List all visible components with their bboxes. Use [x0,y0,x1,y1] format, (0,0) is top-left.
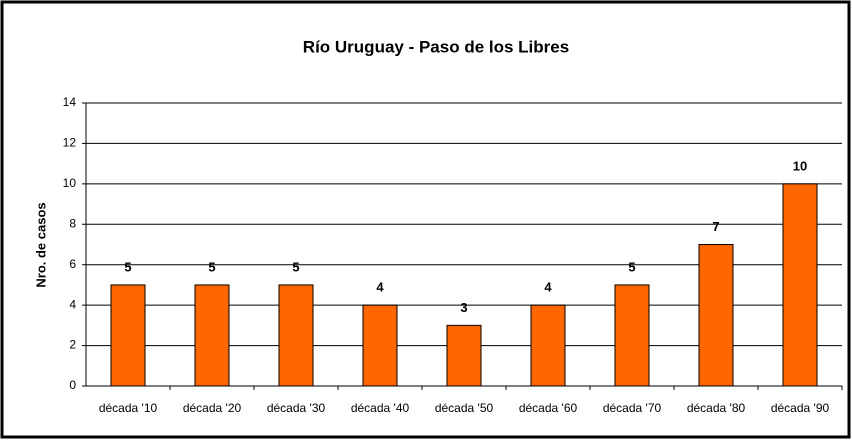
y-tick-label: 14 [63,95,77,109]
x-tick-label: década '60 [519,401,578,415]
x-tick-label: década '80 [687,401,746,415]
x-tick-label: década '40 [351,401,410,415]
y-tick-label: 0 [69,378,76,392]
x-tick-label: década '90 [771,401,830,415]
bar [614,284,650,387]
y-tick-label: 12 [63,136,77,150]
x-tick-label: década '10 [99,401,158,415]
data-label: 5 [628,259,635,274]
bar [698,244,734,387]
chart-title: Río Uruguay - Paso de los Libres [303,37,569,56]
data-label: 4 [376,280,384,295]
data-label: 5 [124,259,131,274]
y-tick-label: 8 [69,216,76,230]
y-tick-label: 10 [63,176,77,190]
bar [530,304,566,387]
bar [362,304,398,387]
bar [110,284,146,387]
bar [278,284,314,387]
y-axis-label: Nro. de casos [33,202,48,287]
data-label: 3 [460,300,467,315]
data-label: 4 [544,280,552,295]
x-tick-label: década '70 [603,401,662,415]
x-tick-label: década '50 [435,401,494,415]
x-tick-label: década '20 [183,401,242,415]
y-tick-label: 2 [69,338,76,352]
bar [194,284,230,387]
data-label: 5 [292,259,299,274]
y-tick-label: 6 [69,257,76,271]
data-label: 5 [208,259,215,274]
y-tick-label: 4 [69,297,76,311]
data-label: 10 [793,158,807,173]
bar [782,183,818,387]
x-tick-label: década '30 [267,401,326,415]
data-label: 7 [712,219,719,234]
bar [446,324,482,387]
